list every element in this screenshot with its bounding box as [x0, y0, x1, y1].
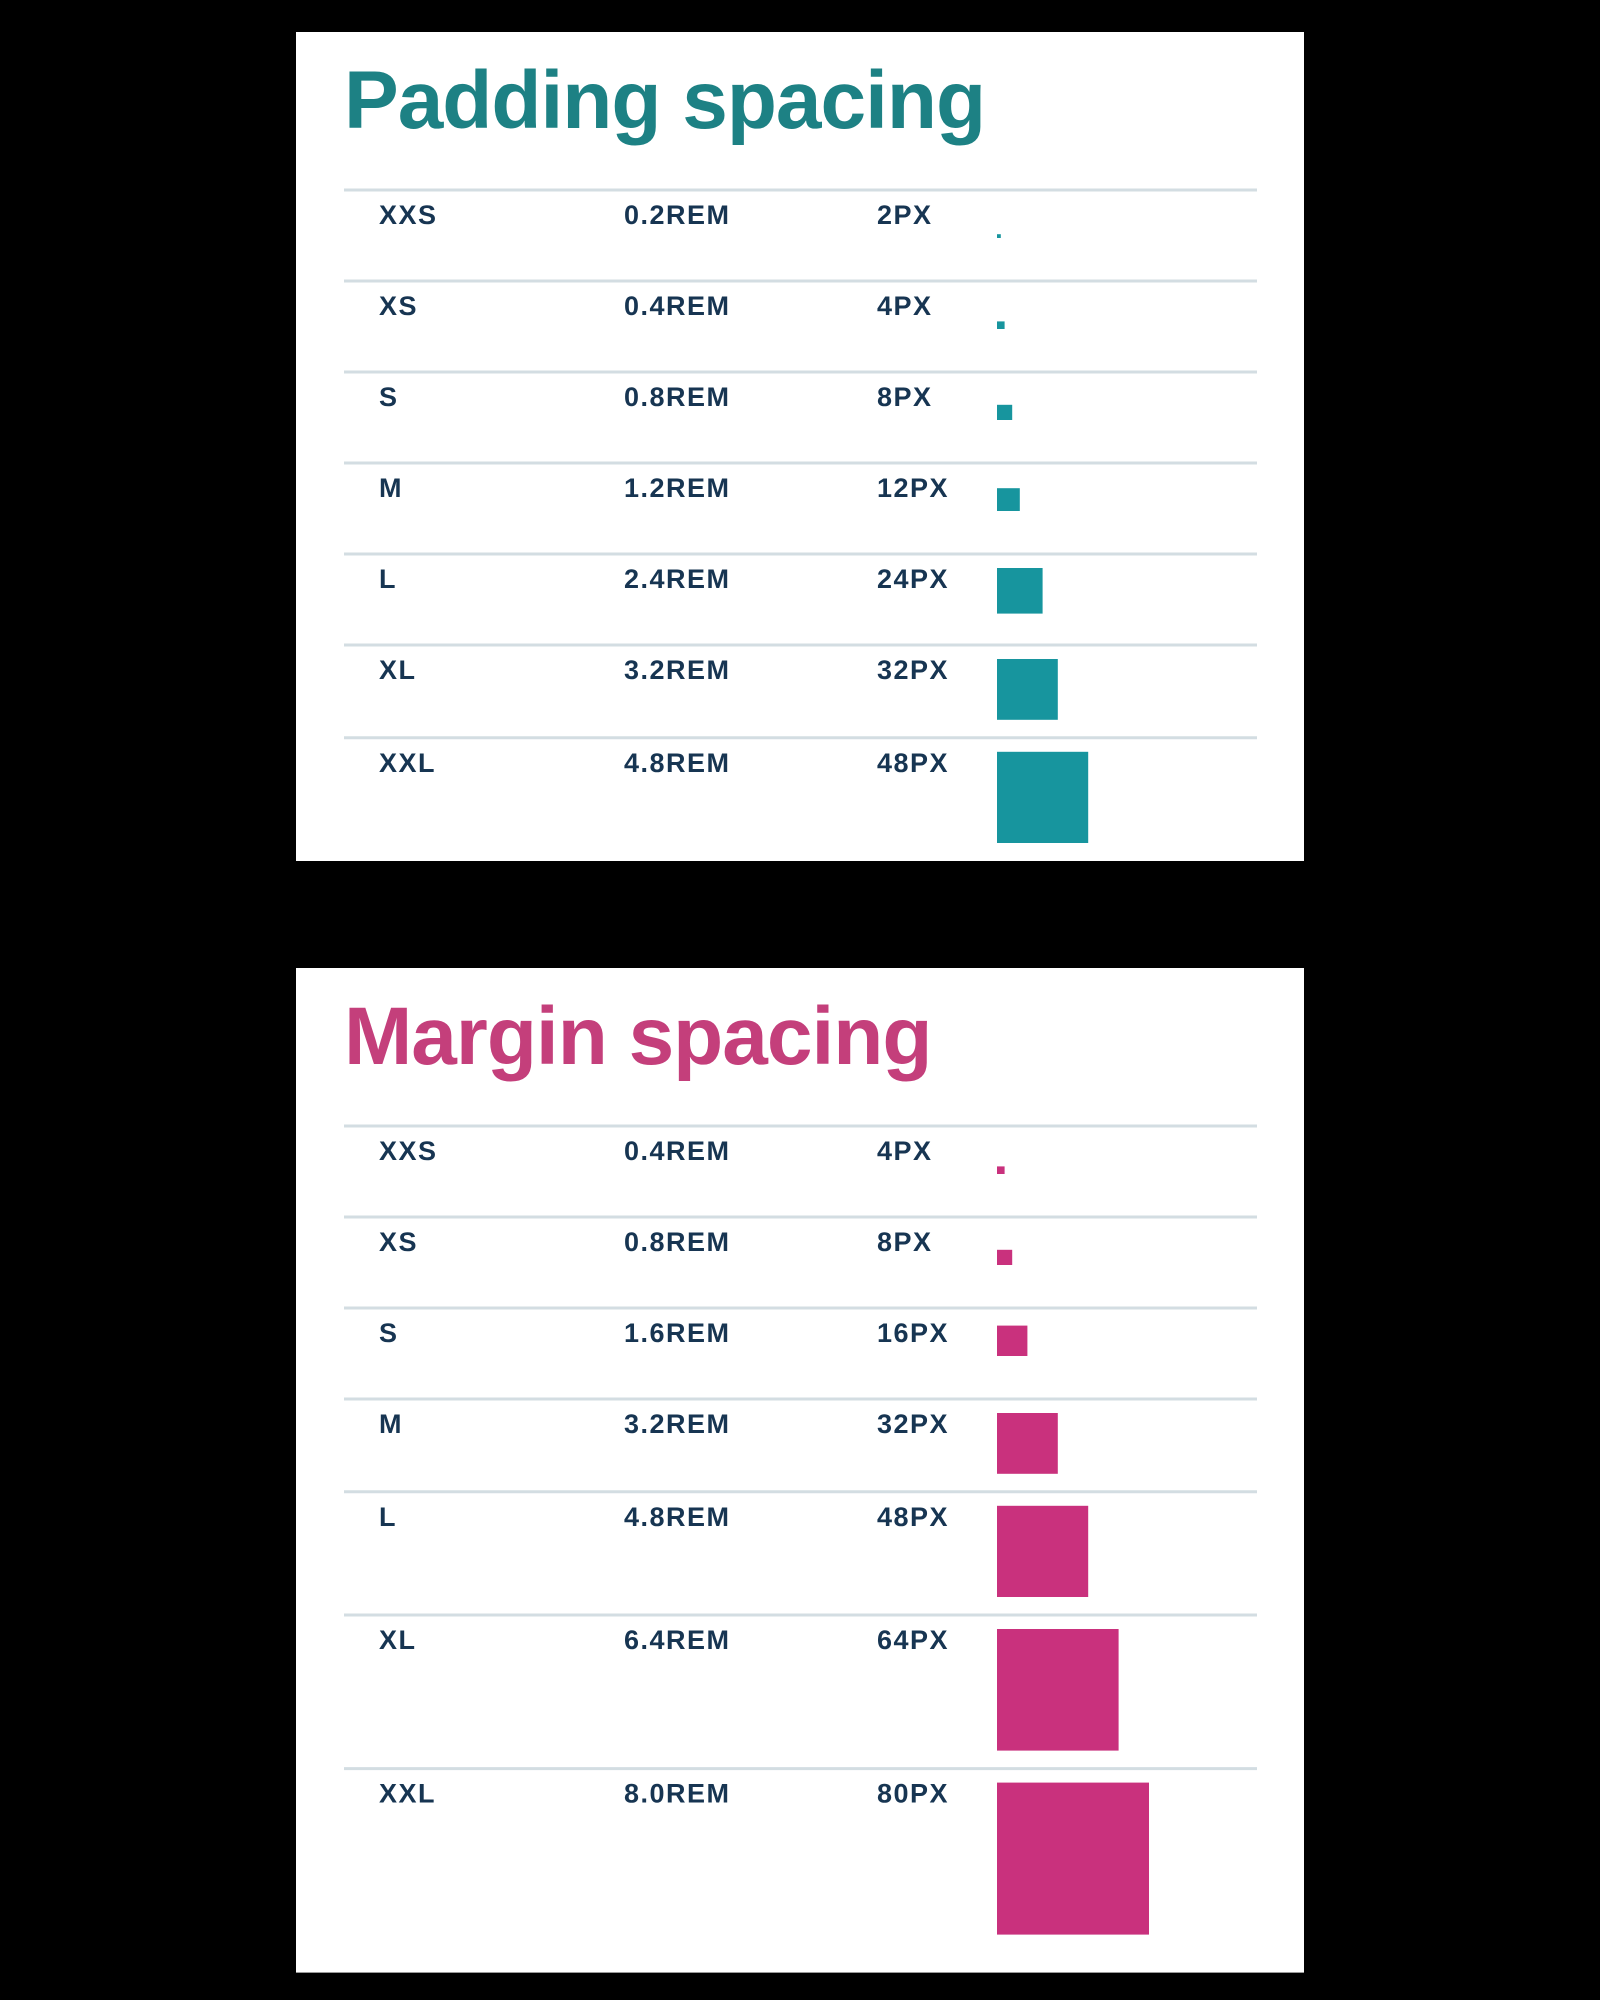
rem-label: 1.2REM — [624, 473, 731, 503]
size-label: L — [379, 1502, 397, 1532]
size-label: XXL — [379, 748, 436, 778]
rem-label: 4.8REM — [624, 1502, 731, 1532]
px-label: 12PX — [877, 473, 949, 503]
rem-label: 8.0REM — [624, 1779, 731, 1809]
px-label: 2PX — [877, 200, 933, 230]
rem-label: 4.8REM — [624, 748, 731, 778]
size-swatch — [997, 404, 1013, 420]
rem-label: 2.4REM — [624, 564, 731, 594]
size-swatch — [997, 751, 1089, 843]
rem-label: 0.2REM — [624, 200, 731, 230]
size-swatch — [997, 1413, 1058, 1474]
size-label: XS — [379, 1227, 418, 1257]
size-label: XXS — [379, 1136, 438, 1166]
table-title: Padding spacing — [344, 55, 985, 146]
rem-label: 0.8REM — [624, 382, 731, 412]
size-label: XS — [379, 291, 418, 321]
size-label: S — [379, 382, 399, 412]
px-label: 4PX — [877, 1136, 933, 1166]
size-swatch — [997, 1249, 1013, 1265]
size-label: M — [379, 1409, 403, 1439]
rem-label: 0.8REM — [624, 1227, 731, 1257]
size-swatch — [997, 1166, 1005, 1174]
px-label: 32PX — [877, 655, 949, 685]
px-label: 4PX — [877, 291, 933, 321]
rem-label: 0.4REM — [624, 1136, 731, 1166]
px-label: 8PX — [877, 382, 933, 412]
size-swatch — [997, 1629, 1119, 1751]
size-swatch — [997, 234, 1001, 238]
size-swatch — [997, 1505, 1089, 1597]
size-label: XL — [379, 1625, 417, 1655]
card — [296, 968, 1304, 1973]
table-title: Margin spacing — [344, 991, 931, 1082]
size-label: XL — [379, 655, 417, 685]
size-swatch — [997, 659, 1058, 720]
px-label: 48PX — [877, 748, 949, 778]
rem-label: 6.4REM — [624, 1625, 731, 1655]
size-swatch — [997, 488, 1020, 511]
px-label: 64PX — [877, 1625, 949, 1655]
rem-label: 1.6REM — [624, 1318, 731, 1348]
rem-label: 3.2REM — [624, 1409, 731, 1439]
px-label: 16PX — [877, 1318, 949, 1348]
size-label: S — [379, 1318, 399, 1348]
card — [296, 32, 1304, 861]
px-label: 24PX — [877, 564, 949, 594]
size-label: M — [379, 473, 403, 503]
size-label: XXL — [379, 1779, 436, 1809]
size-swatch — [997, 568, 1043, 614]
px-label: 48PX — [877, 1502, 949, 1532]
rem-label: 3.2REM — [624, 655, 731, 685]
size-swatch — [997, 1782, 1149, 1935]
px-label: 8PX — [877, 1227, 933, 1257]
px-label: 32PX — [877, 1409, 949, 1439]
size-swatch — [997, 321, 1005, 329]
size-label: XXS — [379, 200, 438, 230]
rem-label: 0.4REM — [624, 291, 731, 321]
size-swatch — [997, 1325, 1028, 1356]
px-label: 80PX — [877, 1779, 949, 1809]
size-label: L — [379, 564, 397, 594]
